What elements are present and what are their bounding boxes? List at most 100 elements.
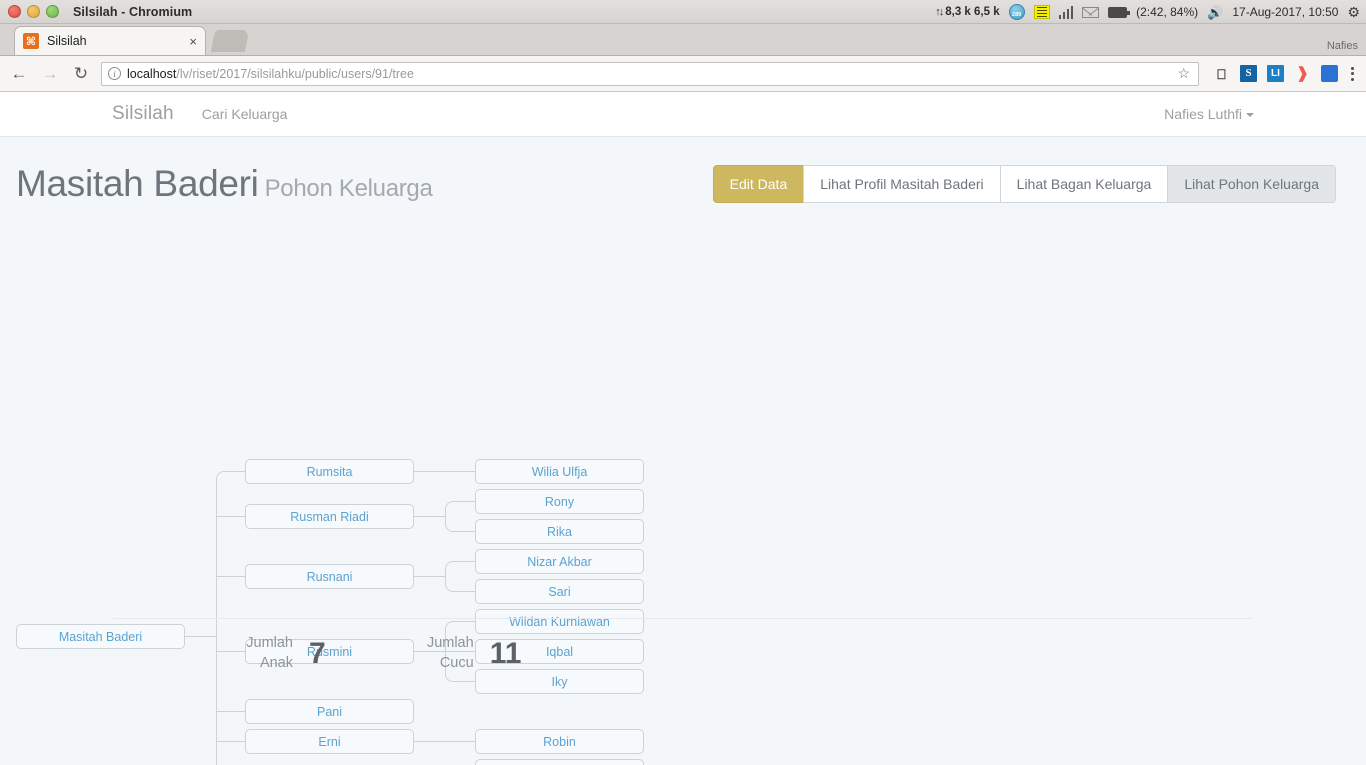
app-brand[interactable]: Silsilah [112,103,174,124]
tree-node-gen1[interactable]: Rusman Riadi [245,504,414,529]
back-button[interactable]: ← [10,64,28,83]
tab-title: Silsilah [47,34,87,48]
browser-tab[interactable]: ⌘ Silsilah × [14,26,206,55]
list-icon[interactable] [1033,5,1050,19]
nav-link-cari-keluarga[interactable]: Cari Keluarga [201,106,288,122]
tree-node-gen1[interactable]: Erni [245,729,414,754]
clock-label[interactable]: 17-Aug-2017, 10:50 [1232,5,1339,19]
lihat-profil-button[interactable]: Lihat Profil Masitah Baderi [803,164,1001,204]
tree-connector-root [185,636,216,637]
page-title-main: Masitah Baderi [16,163,259,204]
tree-node-gen2[interactable]: Iqbal [475,639,644,664]
tree-connector-gen2 [414,471,475,472]
tree-node-gen2[interactable]: Robin [475,729,644,754]
network-speed-indicator[interactable]: ↑↓ 8,3 k 6,5 k [935,6,999,18]
window-titlebar: Silsilah - Chromium ↑↓ 8,3 k 6,5 k 289 (… [0,0,1366,24]
stat-label: Jumlah Cucu [404,634,474,673]
window-minimize-button[interactable] [27,5,40,18]
tree-connector-gen2 [414,576,445,577]
laravel-debugbar-icon[interactable]: ❱ [1296,65,1309,82]
tree-connector-gen1 [216,576,245,577]
tree-node-gen2[interactable]: Iky [475,669,644,694]
tree-connector-gen2 [414,516,445,517]
tree-node-gen2[interactable]: Rony [475,489,644,514]
downloads-icon[interactable]: 289 [1008,4,1025,20]
stat-label-line1: Jumlah [426,635,474,651]
window-controls [0,5,59,18]
stat-label: Jumlah Anak [223,634,293,673]
battery-status-label: (2:42, 84%) [1136,5,1199,19]
gear-icon[interactable]: ⚙ [1347,4,1360,20]
tree-connector-gen1 [216,741,245,742]
tree-connector-gen2 [445,651,475,652]
tree-node-gen2[interactable]: Wildan Kurniawan [475,609,644,634]
tree-connector-gen2 [414,741,475,742]
tree-connector-gen2 [414,651,445,652]
edit-data-button[interactable]: Edit Data [712,164,805,204]
tab-close-icon[interactable]: × [189,33,197,49]
up-down-arrows-icon: ↑↓ [935,6,944,18]
site-info-icon[interactable]: i [108,67,121,80]
tree-connector-gen1 [216,516,245,517]
tree-bracket-gen2 [445,501,475,532]
tree-node-gen1[interactable]: Rusmini [245,639,414,664]
stat-label-line1: Jumlah [246,635,293,651]
stat-jumlah-anak: Jumlah Anak 7 [223,634,326,673]
stats-divider [113,618,1253,619]
stat-value: 7 [309,636,326,670]
view-button-group: Edit Data Lihat Profil Masitah Baderi Li… [712,164,1336,204]
extension-li-icon[interactable]: LI [1267,65,1284,82]
tree-connector-gen1 [216,651,245,652]
tree-node-gen1[interactable]: Rumsita [245,459,414,484]
page-title-sub: Pohon Keluarga [264,175,433,202]
user-menu[interactable]: Nafies Luthfi [1164,106,1254,122]
tree-node-gen2[interactable]: Wilia Ulfja [475,459,644,484]
mail-icon[interactable] [1082,6,1100,18]
extensions-bar: ⎕ S LI ❱ [1208,65,1338,82]
user-menu-label: Nafies Luthfi [1164,106,1242,122]
tree-node-gen2[interactable]: Yudha [475,759,644,765]
address-bar[interactable]: i localhost/lv/riset/2017/silsilahku/pub… [101,61,1199,86]
tree-connector-gen1 [216,711,245,712]
page-header: Masitah Baderi Pohon Keluarga Edit Data L… [0,137,1366,205]
tree-node-gen2[interactable]: Sari [475,579,644,604]
battery-icon[interactable] [1108,6,1130,18]
tree-bracket-gen2 [445,561,475,592]
tree-node-gen1[interactable]: Rusnani [245,564,414,589]
reload-button[interactable]: ↻ [73,64,89,83]
chevron-down-icon [1246,113,1254,118]
stat-label-line2: Cucu [439,654,474,671]
desktop-user-label: Nafies [1326,40,1358,52]
tree-node-gen1[interactable]: Pani [245,699,414,724]
extension-s-icon[interactable]: S [1240,65,1257,82]
stat-jumlah-cucu: Jumlah Cucu 11 [404,634,521,673]
mobile-device-icon[interactable]: ⎕ [1217,65,1226,82]
network-speed-label: 8,3 k 6,5 k [945,6,1000,18]
browser-tabstrip: ⌘ Silsilah × Nafies [0,24,1366,56]
url-path: /lv/riset/2017/silsilahku/public/users/9… [176,66,414,81]
window-title: Silsilah - Chromium [73,4,193,19]
page-title: Masitah Baderi Pohon Keluarga [16,163,433,205]
speaker-icon[interactable]: 🔊 [1207,4,1224,20]
tree-node-gen2[interactable]: Rika [475,519,644,544]
tree-node-gen2[interactable]: Nizar Akbar [475,549,644,574]
stats-row: Jumlah Anak 7 Jumlah Cucu 11 [113,634,521,673]
downloads-badge-count: 289 [1012,12,1022,18]
forward-button[interactable]: → [41,64,59,83]
window-close-button[interactable] [8,5,21,18]
tab-favicon-icon: ⌘ [23,33,39,49]
lihat-pohon-keluarga-button[interactable]: Lihat Pohon Keluarga [1167,164,1336,204]
signal-bars-icon[interactable] [1058,5,1074,19]
url-text: localhost/lv/riset/2017/silsilahku/publi… [127,67,414,81]
lihat-bagan-keluarga-button[interactable]: Lihat Bagan Keluarga [999,164,1169,204]
browser-toolbar: ← → ↻ i localhost/lv/riset/2017/silsilah… [0,56,1366,92]
stat-label-line2: Anak [259,654,293,671]
window-maximize-button[interactable] [46,5,59,18]
browser-menu-button[interactable] [1347,66,1358,81]
extension-blue-icon[interactable] [1321,65,1338,82]
bookmark-star-icon[interactable]: ☆ [1177,65,1190,81]
tree-node-root[interactable]: Masitah Baderi [16,624,185,649]
app-navbar: Silsilah Cari Keluarga Nafies Luthfi [0,92,1366,137]
new-tab-button[interactable] [210,30,250,52]
url-host: localhost [127,66,177,81]
